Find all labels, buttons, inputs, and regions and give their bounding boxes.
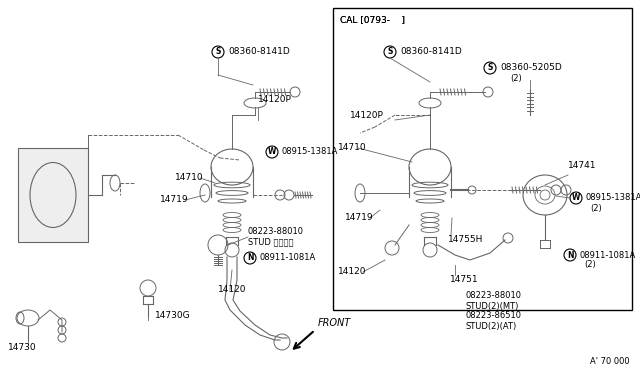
Text: 14120P: 14120P — [350, 110, 384, 119]
Text: 08223-88010: 08223-88010 — [248, 228, 304, 237]
Text: 08223-88010: 08223-88010 — [465, 292, 521, 301]
Text: 08911-1081A: 08911-1081A — [580, 250, 636, 260]
Text: S: S — [487, 64, 493, 73]
Text: 14730G: 14730G — [155, 311, 191, 321]
Text: 14120: 14120 — [218, 285, 246, 295]
Text: S: S — [215, 48, 221, 57]
Text: 08915-1381A: 08915-1381A — [282, 148, 339, 157]
Text: W: W — [572, 193, 580, 202]
Text: 08360-8141D: 08360-8141D — [228, 48, 290, 57]
Text: 14719: 14719 — [345, 214, 374, 222]
Text: STUD スタッド: STUD スタッド — [248, 237, 294, 247]
Text: S: S — [387, 48, 393, 57]
Bar — [18, 148, 88, 242]
Text: 14120P: 14120P — [258, 96, 292, 105]
Text: 14730: 14730 — [8, 343, 36, 353]
Text: 14120: 14120 — [338, 267, 367, 276]
Text: 08360-8141D: 08360-8141D — [400, 48, 461, 57]
Text: 14755H: 14755H — [448, 235, 483, 244]
Text: STUD(2)(AT): STUD(2)(AT) — [465, 321, 516, 330]
Text: 14710: 14710 — [175, 173, 204, 183]
Text: 14751: 14751 — [450, 276, 479, 285]
Bar — [333, 8, 632, 310]
Text: A' 70 000: A' 70 000 — [590, 357, 630, 366]
Text: (2): (2) — [584, 260, 596, 269]
Text: (2): (2) — [590, 203, 602, 212]
Text: N: N — [247, 253, 253, 263]
Text: CAL [0793-    ]: CAL [0793- ] — [340, 16, 405, 25]
Text: (2): (2) — [510, 74, 522, 83]
Text: 08360-5205D: 08360-5205D — [500, 64, 562, 73]
Text: STUD(2)(MT): STUD(2)(MT) — [465, 301, 518, 311]
Text: CAL [0793-    ]: CAL [0793- ] — [340, 16, 405, 25]
Text: N: N — [567, 250, 573, 260]
Text: 08223-86510: 08223-86510 — [465, 311, 521, 321]
Text: 14710: 14710 — [338, 144, 367, 153]
Text: FRONT: FRONT — [318, 318, 351, 328]
Text: 14741: 14741 — [568, 160, 596, 170]
Text: W: W — [268, 148, 276, 157]
Text: 08915-1381A: 08915-1381A — [586, 193, 640, 202]
Text: 08911-1081A: 08911-1081A — [260, 253, 316, 263]
Text: 14719: 14719 — [160, 196, 189, 205]
